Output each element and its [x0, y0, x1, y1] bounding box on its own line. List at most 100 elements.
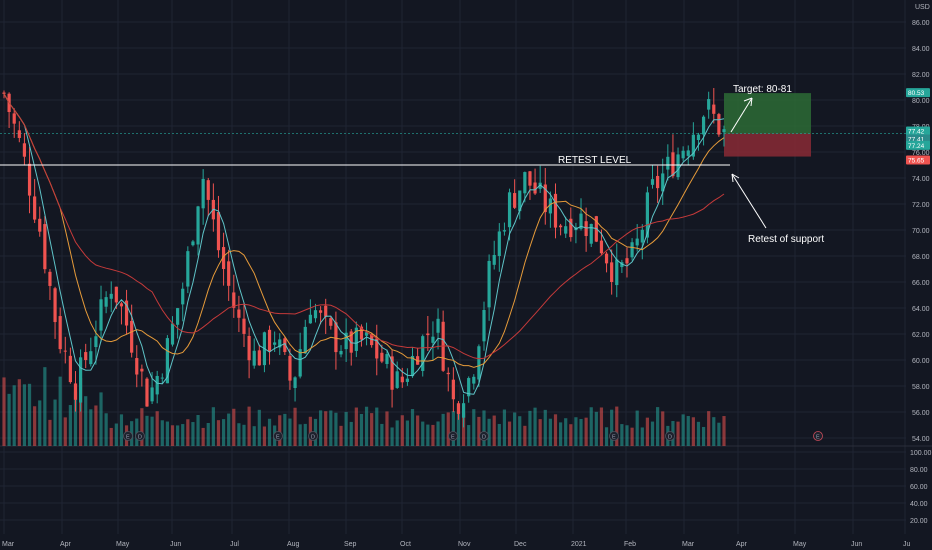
- volume-bar: [385, 411, 389, 446]
- candle: [456, 401, 461, 420]
- volume-bar: [676, 421, 680, 446]
- volume-bar: [380, 423, 384, 446]
- candle: [610, 249, 614, 295]
- volume-bar: [165, 421, 170, 446]
- candle: [288, 348, 292, 390]
- candle: [119, 301, 124, 325]
- dividend-marker[interactable]: D: [308, 431, 318, 441]
- earnings-marker[interactable]: E: [273, 431, 283, 441]
- dividend-marker[interactable]: D: [135, 431, 145, 441]
- volume-bar: [17, 379, 21, 446]
- volume-bar: [211, 407, 215, 446]
- volume-bar: [564, 418, 568, 446]
- volume-bar: [446, 412, 450, 446]
- target-zone[interactable]: [724, 93, 811, 134]
- earnings-marker[interactable]: E: [448, 431, 458, 441]
- support-arrow[interactable]: [731, 173, 767, 229]
- volume-bar: [206, 422, 210, 446]
- volume-bar: [334, 412, 338, 446]
- volume-bar: [308, 416, 312, 446]
- volume-bar: [145, 415, 149, 446]
- volume-bar: [604, 427, 609, 446]
- candle: [533, 168, 537, 196]
- candle: [395, 361, 399, 389]
- candle: [283, 336, 287, 355]
- volume-bar: [615, 406, 619, 446]
- risk-reward-zones[interactable]: [0, 93, 906, 157]
- dividend-marker[interactable]: D: [479, 431, 489, 441]
- price-tick-label: 82.00: [912, 72, 930, 79]
- volume-bar: [329, 410, 333, 446]
- volume-bar: [339, 425, 343, 446]
- volume-bar: [201, 427, 205, 446]
- volume-bar: [681, 414, 685, 446]
- candle: [242, 302, 246, 348]
- volume-tick-label: 40.00: [910, 501, 928, 508]
- earnings-marker[interactable]: E: [123, 431, 133, 441]
- volume-bar: [691, 417, 695, 446]
- target-arrow[interactable]: [730, 97, 753, 133]
- volume-bar: [400, 415, 404, 446]
- candle: [27, 146, 32, 214]
- price-tick-label: 80.00: [912, 98, 930, 105]
- volume-bar: [507, 421, 512, 446]
- volume-bar: [58, 376, 62, 446]
- volume-bar: [303, 423, 307, 446]
- candle: [686, 145, 690, 165]
- candle: [308, 299, 312, 324]
- earnings-marker[interactable]: E: [813, 431, 823, 441]
- dividend-marker[interactable]: D: [665, 431, 675, 441]
- volume-bar: [119, 414, 124, 446]
- volume-bar: [221, 419, 226, 446]
- volume-bar: [395, 420, 399, 446]
- svg-text:D: D: [668, 435, 672, 441]
- candle: [99, 285, 103, 343]
- volume-bar: [150, 416, 154, 446]
- price-tick-label: 86.00: [912, 20, 930, 27]
- volume-bar: [620, 424, 624, 446]
- candle: [416, 347, 420, 365]
- candle: [712, 88, 716, 124]
- candle: [191, 239, 195, 247]
- volume-bar: [160, 420, 164, 446]
- volume-bar: [354, 407, 358, 446]
- candle: [17, 121, 21, 143]
- candle: [681, 146, 685, 162]
- candle: [467, 376, 471, 403]
- svg-text:E: E: [451, 435, 455, 441]
- volume-bar: [155, 411, 159, 446]
- volume-bar: [477, 416, 481, 446]
- volume-bar: [467, 425, 471, 446]
- moving-averages: [3, 93, 725, 395]
- earnings-marker[interactable]: E: [609, 431, 619, 441]
- currency-label: USD: [915, 4, 930, 11]
- candle: [630, 238, 634, 261]
- candle: [339, 345, 343, 358]
- candle: [528, 170, 532, 200]
- volume-bar: [114, 423, 118, 446]
- candle: [293, 376, 297, 402]
- price-axis[interactable]: USD 86.0084.0082.0080.0078.0076.0074.007…: [910, 4, 932, 525]
- stop-zone[interactable]: [724, 133, 811, 157]
- candle: [354, 321, 358, 358]
- candle: [625, 247, 629, 278]
- volume-bar: [656, 407, 660, 446]
- volume-bar: [421, 421, 425, 446]
- volume-bar: [288, 418, 292, 446]
- volume-bar: [441, 413, 445, 446]
- annotations[interactable]: RETEST LEVEL Target: 80-81 Retest of sup…: [558, 84, 824, 245]
- volume-bar: [390, 427, 394, 446]
- volume-bar: [497, 423, 501, 446]
- volume-bar: [73, 391, 78, 446]
- volume-bar: [696, 421, 701, 446]
- candle: [584, 207, 588, 252]
- time-tick-label: May: [793, 541, 807, 548]
- volume-bar: [170, 425, 175, 446]
- candle: [170, 316, 175, 347]
- volume-bar: [650, 421, 655, 446]
- time-axis[interactable]: Mar Apr May Jun Jul Aug Sep Oct Nov Dec 2021 Feb Mar…: [2, 541, 911, 548]
- svg-text:E: E: [816, 435, 820, 441]
